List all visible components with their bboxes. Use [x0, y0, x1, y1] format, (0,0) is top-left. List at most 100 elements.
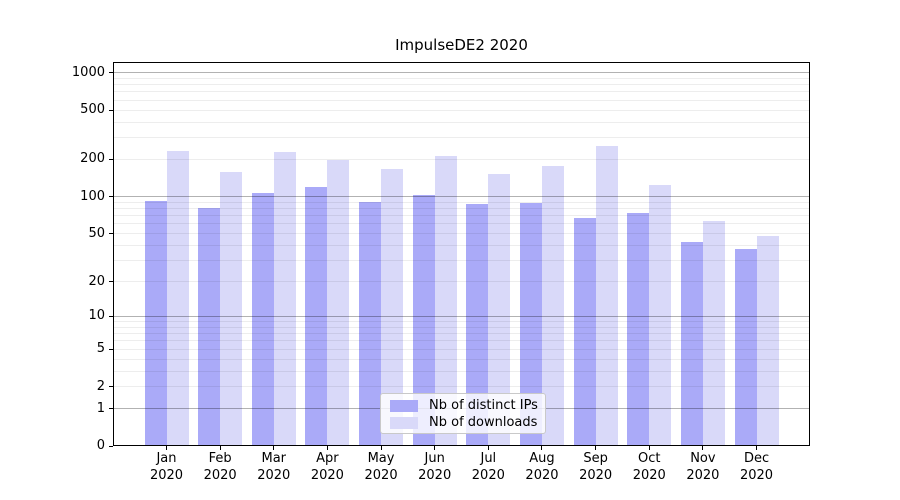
- x-tick-label-aug: Aug 2020: [525, 451, 559, 483]
- bar-distinct-ips-apr: [305, 187, 328, 446]
- y-tick-label-1: 1: [96, 400, 105, 416]
- bar-downloads-mar: [273, 152, 296, 446]
- legend: Nb of distinct IPs Nb of downloads: [380, 393, 546, 434]
- x-tick-label-mar: Mar 2020: [257, 451, 291, 483]
- x-tick-dec: [756, 446, 758, 450]
- gridline-minor-9: [113, 321, 810, 323]
- y-tick-10: [109, 315, 113, 317]
- gridline-minor-40: [113, 244, 810, 246]
- y-tick-label-50: 50: [88, 225, 105, 241]
- x-tick-label-may: May 2020: [364, 451, 398, 483]
- bar-downloads-aug: [541, 166, 564, 446]
- x-tick-label-sep: Sep 2020: [579, 451, 613, 483]
- gridline-minor-7: [113, 333, 810, 335]
- y-tick-200: [109, 158, 113, 160]
- bar-downloads-jul: [488, 173, 511, 446]
- x-tick-label-apr: Apr 2020: [310, 451, 344, 483]
- bar-downloads-may: [381, 169, 404, 446]
- gridline-minor-5: [113, 348, 810, 350]
- gridline-minor-20: [113, 281, 810, 283]
- y-tick-label-0: 0: [96, 438, 105, 453]
- grid-layer: [113, 62, 810, 446]
- x-tick-label-oct: Oct 2020: [632, 451, 666, 483]
- gridline-major-1000: [113, 72, 810, 74]
- y-tick-label-1000: 1000: [71, 64, 105, 80]
- x-tick-label-feb: Feb 2020: [203, 451, 237, 483]
- gridline-minor-70: [113, 215, 810, 217]
- y-tick-label-5: 5: [96, 341, 105, 357]
- chart-title: ImpulseDE2 2020: [395, 36, 528, 54]
- x-tick-oct: [648, 446, 650, 450]
- gridline-minor-600: [113, 99, 810, 101]
- y-tick-2: [109, 386, 113, 388]
- y-tick-1: [109, 408, 113, 410]
- bar-distinct-ips-oct: [627, 213, 650, 446]
- gridline-minor-90: [113, 201, 810, 203]
- gridline-minor-4: [113, 358, 810, 360]
- y-tick-label-200: 200: [80, 151, 105, 167]
- x-tick-feb: [219, 446, 221, 450]
- gridline-minor-800: [113, 84, 810, 86]
- x-tick-mar: [273, 446, 275, 450]
- bar-distinct-ips-aug: [519, 202, 542, 446]
- gridline-minor-2: [113, 386, 810, 388]
- gridline-minor-500: [113, 109, 810, 111]
- x-tick-label-jun: Jun 2020: [418, 451, 452, 483]
- x-tick-label-jan: Jan 2020: [149, 451, 184, 483]
- x-tick-label-dec: Dec 2020: [739, 451, 774, 483]
- gridline-minor-60: [113, 223, 810, 225]
- bars-layer: [113, 62, 810, 446]
- bar-downloads-dec: [756, 235, 779, 446]
- bar-downloads-jan: [166, 150, 189, 446]
- x-tick-jul: [487, 446, 489, 450]
- gridline-major-100: [113, 196, 810, 198]
- gridline-minor-6: [113, 340, 810, 342]
- legend-item-distinct-ips: Nb of distinct IPs: [390, 397, 545, 414]
- gridline-minor-400: [113, 121, 810, 123]
- y-tick-500: [109, 109, 113, 111]
- bar-distinct-ips-jul: [466, 204, 489, 446]
- y-tick-1000: [109, 72, 113, 74]
- x-tick-apr: [326, 446, 328, 450]
- bar-downloads-sep: [595, 146, 618, 446]
- gridline-minor-300: [113, 137, 810, 139]
- y-tick-20: [109, 281, 113, 283]
- gridline-minor-8: [113, 326, 810, 328]
- x-tick-aug: [541, 446, 543, 450]
- x-tick-label-nov: Nov 2020: [686, 451, 720, 483]
- bar-distinct-ips-nov: [680, 241, 703, 446]
- x-tick-jun: [434, 446, 436, 450]
- x-tick-jan: [166, 446, 167, 450]
- y-tick-label-100: 100: [80, 188, 105, 204]
- y-tick-label-500: 500: [80, 102, 105, 118]
- bar-downloads-apr: [327, 160, 350, 446]
- legend-swatch-distinct-ips: [390, 399, 418, 412]
- bar-distinct-ips-jan: [144, 201, 167, 446]
- y-tick-label-20: 20: [88, 273, 105, 289]
- bar-distinct-ips-mar: [251, 192, 274, 446]
- y-tick-5: [109, 348, 113, 350]
- y-tick-0: [109, 445, 113, 447]
- bar-downloads-feb: [220, 171, 243, 446]
- gridline-minor-80: [113, 208, 810, 210]
- bar-distinct-ips-jun: [412, 194, 435, 446]
- bar-distinct-ips-feb: [198, 207, 221, 446]
- gridline-major-10: [113, 315, 810, 317]
- y-tick-label-10: 10: [88, 308, 105, 324]
- legend-label-distinct-ips: Nb of distinct IPs: [429, 398, 538, 413]
- y-tick-label-2: 2: [96, 378, 105, 394]
- gridline-minor-900: [113, 77, 810, 79]
- gridline-minor-50: [113, 233, 810, 235]
- x-tick-label-jul: Jul 2020: [471, 451, 505, 483]
- gridline-minor-3: [113, 370, 810, 372]
- bar-downloads-jun: [434, 156, 457, 446]
- bar-distinct-ips-sep: [573, 218, 596, 446]
- bar-distinct-ips-may: [359, 201, 382, 446]
- gridline-minor-200: [113, 158, 810, 160]
- y-tick-50: [109, 233, 113, 235]
- legend-swatch-downloads: [390, 416, 418, 429]
- y-tick-100: [109, 196, 113, 198]
- legend-label-downloads: Nb of downloads: [429, 415, 538, 430]
- gridline-minor-30: [113, 259, 810, 261]
